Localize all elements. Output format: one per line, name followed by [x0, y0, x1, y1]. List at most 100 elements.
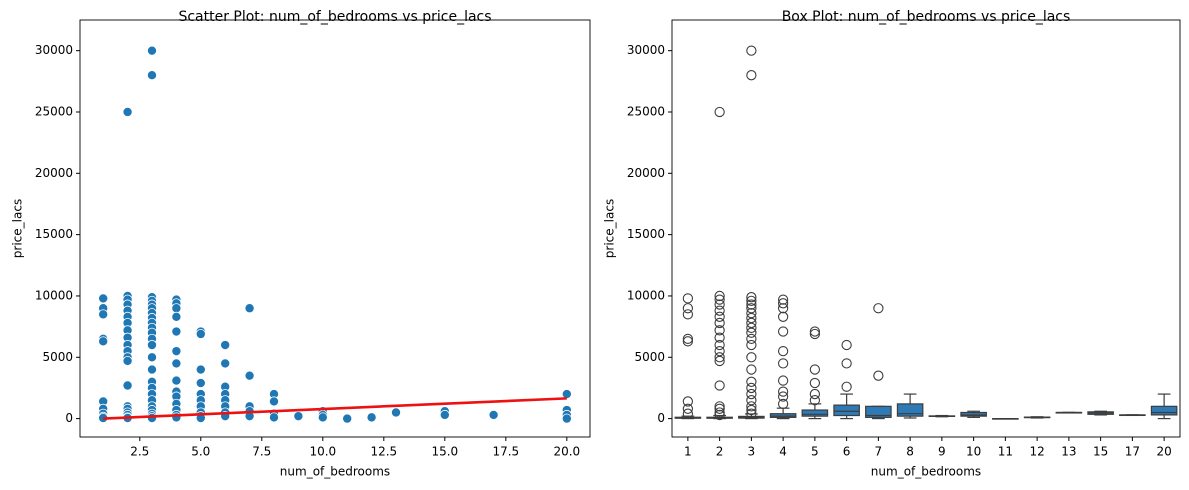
outlier [682, 403, 694, 414]
scatter-point [391, 407, 402, 418]
outlier [777, 311, 789, 322]
y-tick-label: 20000 [627, 166, 665, 180]
x-tick-label: 5 [811, 445, 819, 459]
outlier [714, 401, 725, 412]
outlier [746, 404, 757, 416]
x-tick-label: 1 [684, 445, 692, 459]
y-tick-label: 10000 [627, 288, 665, 302]
y-tick-label: 0 [657, 411, 665, 425]
outlier [682, 309, 694, 320]
outlier [746, 401, 757, 412]
outlier [746, 303, 757, 314]
outlier [682, 333, 694, 345]
scatter-point [244, 303, 255, 314]
scatter-point [171, 311, 182, 322]
x-tick-label: 12.5 [370, 445, 397, 459]
scatter-point [220, 340, 231, 351]
outlier [777, 294, 789, 305]
trend-line [103, 397, 567, 420]
outlier [841, 381, 852, 392]
y-tick-label: 25000 [627, 104, 665, 118]
box [1150, 405, 1178, 416]
x-tick-label: 7.5 [252, 445, 271, 459]
y-tick-label: 30000 [35, 43, 73, 57]
outlier [777, 358, 789, 369]
scatter-point [171, 375, 182, 386]
scatter-point [146, 70, 157, 81]
x-axis-label: num_of_bedrooms [280, 465, 390, 479]
x-tick-label: 15.0 [431, 445, 458, 459]
y-tick-label: 10000 [35, 288, 73, 302]
outlier [746, 388, 757, 400]
x-tick-label: 15 [1093, 445, 1108, 459]
y-tick-label: 15000 [35, 227, 73, 241]
x-tick-label: 8 [906, 445, 914, 459]
y-tick-label: 5000 [634, 350, 665, 364]
scatter-point [561, 413, 572, 424]
scatter-point [146, 45, 157, 56]
outlier [746, 364, 757, 375]
outlier [714, 345, 725, 357]
x-tick-label: 12 [1029, 445, 1044, 459]
x-tick-label: 20 [1156, 445, 1171, 459]
outlier [714, 332, 725, 343]
scatter-point [195, 328, 206, 339]
x-tick-label: 2.5 [130, 445, 149, 459]
outlier [746, 327, 757, 338]
scatter-point [268, 412, 279, 423]
y-axis-label: price_lacs [11, 199, 25, 258]
outlier [777, 398, 789, 410]
plot-area [98, 45, 572, 424]
x-tick-label: 10 [966, 445, 981, 459]
x-tick-label: 4 [779, 445, 787, 459]
box [865, 405, 892, 418]
scatter-point [171, 346, 182, 357]
outlier [714, 352, 725, 363]
outlier [746, 322, 757, 333]
outlier [777, 386, 789, 397]
outlier [714, 311, 725, 322]
x-tick-label: 5.0 [191, 445, 210, 459]
outlier [714, 355, 725, 367]
chart-title: Box Plot: num_of_bedrooms vs price_lacs [782, 9, 1071, 25]
scatter-point [171, 326, 182, 337]
scatter-point [146, 352, 157, 363]
outlier [682, 396, 694, 407]
y-tick-label: 0 [65, 411, 73, 425]
outlier [746, 299, 757, 310]
outlier [841, 358, 852, 369]
outlier [809, 377, 821, 389]
y-tick-label: 25000 [35, 104, 73, 118]
outlier [746, 333, 757, 345]
y-tick-label: 30000 [627, 43, 665, 57]
outlier [746, 317, 757, 329]
outlier [682, 303, 694, 314]
x-tick-label: 13 [1061, 445, 1076, 459]
scatter-point [268, 396, 279, 407]
outlier [777, 298, 789, 309]
outlier [809, 328, 821, 340]
x-tick-label: 9 [938, 445, 946, 459]
scatter-point [146, 412, 157, 423]
outlier [777, 345, 789, 357]
outlier [746, 295, 757, 307]
x-tick-label: 3 [748, 445, 756, 459]
outlier [746, 70, 757, 81]
scatter-point [171, 358, 182, 369]
subplot: Box Plot: num_of_bedrooms vs price_lacsn… [603, 9, 1181, 479]
subplot: Scatter Plot: num_of_bedrooms vs price_l… [11, 9, 591, 479]
scatter-point [98, 309, 109, 320]
outlier [873, 370, 884, 381]
outlier [714, 305, 725, 316]
scatter-point [293, 411, 304, 422]
y-tick-label: 5000 [42, 350, 73, 364]
outlier [714, 339, 725, 351]
outlier [714, 294, 725, 305]
x-tick-label: 2 [716, 445, 724, 459]
outlier [682, 408, 694, 419]
outlier [777, 391, 789, 402]
scatter-point [244, 370, 255, 381]
y-tick-label: 20000 [35, 166, 73, 180]
x-tick-label: 11 [998, 445, 1013, 459]
scatter-point [488, 409, 499, 420]
